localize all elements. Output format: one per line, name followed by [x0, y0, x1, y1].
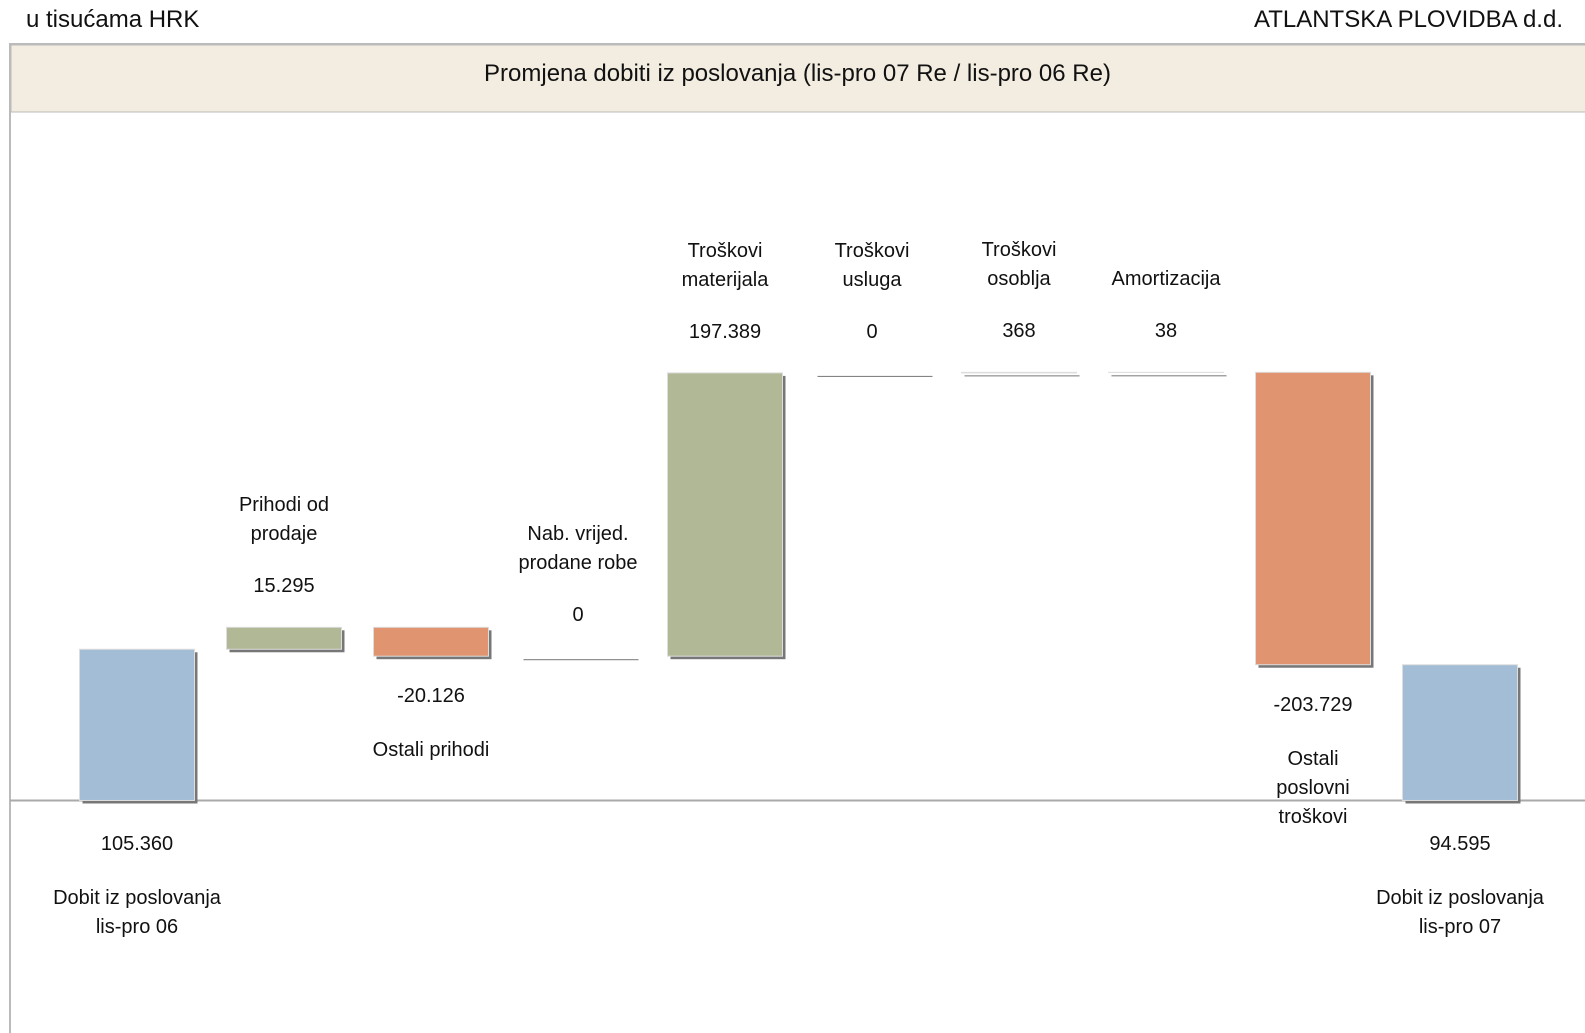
- value-label: 105.360: [100, 833, 174, 856]
- category-label: Amortizacija: [1111, 268, 1221, 291]
- title-band: [10, 44, 1585, 113]
- value-label: -203.729: [1273, 693, 1353, 716]
- bar: [1402, 664, 1518, 801]
- bar: [667, 372, 783, 657]
- category-label: Ostali poslovni troškovi: [1276, 747, 1350, 828]
- chart-title: Promjena dobiti iz poslovanja (lis-pro 0…: [484, 60, 1111, 87]
- value-label: 94.595: [1429, 833, 1491, 856]
- category-label: Troškovi osoblja: [981, 239, 1057, 291]
- category-label: Dobit iz poslovanja lis-pro 07: [1376, 887, 1544, 939]
- bar: [961, 371, 1077, 374]
- category-label: Dobit iz poslovanja lis-pro 06: [53, 887, 221, 939]
- bar: [226, 626, 342, 650]
- category-label: Troškovi materijala: [681, 239, 769, 291]
- value-label: 368: [1002, 320, 1036, 343]
- bar-shadow: [964, 375, 1080, 377]
- value-label: 15.295: [253, 575, 315, 598]
- value-label: 197.389: [688, 320, 762, 343]
- value-label: 38: [1154, 320, 1178, 343]
- value-label: -20.126: [397, 685, 465, 708]
- bar-shadow: [1111, 375, 1227, 377]
- unit-note: u tisućama HRK: [26, 6, 200, 33]
- category-label: Nab. vrijed. prodane robe: [518, 523, 638, 575]
- bar-shadow: [523, 659, 639, 661]
- bar-shadow: [817, 375, 933, 377]
- category-label: Prihodi od prodaje: [238, 494, 330, 546]
- value-label: 0: [572, 604, 584, 627]
- category-label: Ostali prihodi: [372, 739, 490, 762]
- bar: [373, 626, 489, 657]
- bar: [1255, 371, 1371, 666]
- value-label: 0: [866, 320, 878, 343]
- bar: [79, 648, 195, 801]
- category-label: Troškovi usluga: [834, 239, 910, 291]
- company: ATLANTSKA PLOVIDBA d.d.: [1253, 6, 1563, 33]
